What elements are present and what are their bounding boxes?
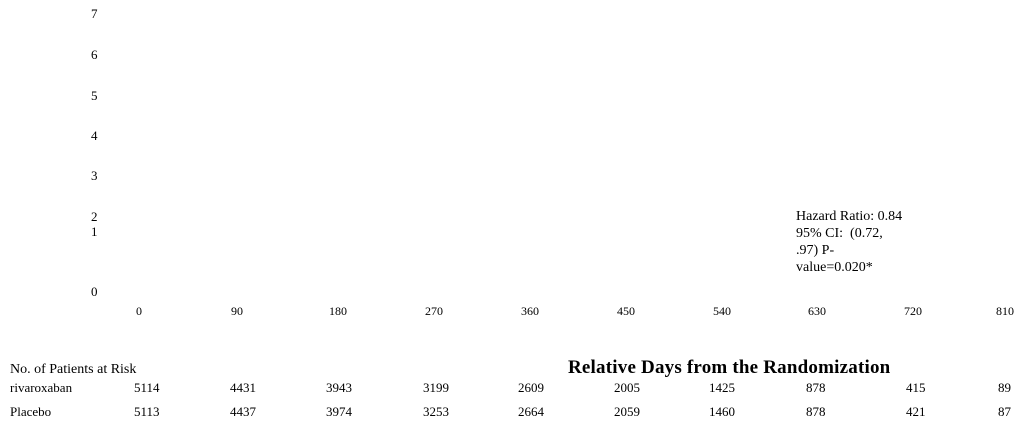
x-tick-label: 180	[329, 304, 347, 318]
risk-cell: 89	[998, 380, 1011, 395]
risk-cell: 3253	[423, 404, 449, 419]
y-tick-label: 6	[91, 47, 98, 62]
risk-cell: 2609	[518, 380, 544, 395]
hazard-ratio-annotation: Hazard Ratio: 0.84 95% CI: (0.72, .97) P…	[796, 208, 966, 276]
risk-cell: 3974	[326, 404, 352, 419]
risk-cell: 3199	[423, 380, 449, 395]
risk-cell: 2059	[614, 404, 640, 419]
y-tick-label: 7	[91, 6, 98, 21]
risk-cell: 1425	[709, 380, 735, 395]
risk-cell: 5114	[134, 380, 160, 395]
x-axis-label: Relative Days from the Randomization	[568, 357, 891, 378]
x-tick-label: 0	[136, 304, 142, 318]
y-tick-label: 1	[91, 224, 98, 239]
x-tick-label: 810	[996, 304, 1014, 318]
risk-row-label-placebo: Placebo	[10, 404, 52, 419]
risk-cell: 878	[806, 404, 826, 419]
y-tick-label: 4	[91, 128, 98, 143]
p-value-line: value=0.020*	[796, 260, 873, 275]
y-tick-label: 5	[91, 88, 98, 103]
hazard-ratio-line: Hazard Ratio: 0.84	[796, 209, 903, 224]
risk-cell: 5113	[134, 404, 160, 419]
confidence-interval-line: 95% CI: (0.72,	[796, 226, 883, 241]
risk-cell: 4437	[230, 404, 256, 419]
y-tick-label: 3	[91, 168, 98, 183]
risk-cell: 4431	[230, 380, 256, 395]
x-tick-label: 360	[521, 304, 539, 318]
x-tick-label: 450	[617, 304, 635, 318]
risk-cell: 878	[806, 380, 826, 395]
risk-cell: 87	[998, 404, 1011, 419]
y-tick-label: 2	[91, 209, 98, 224]
risk-cell: 2664	[518, 404, 544, 419]
y-tick-label: 0	[91, 284, 98, 299]
x-tick-label: 720	[904, 304, 922, 318]
risk-row-label-rivaroxaban: rivaroxaban	[10, 380, 73, 395]
risk-table-title: No. of Patients at Risk	[10, 362, 137, 377]
x-tick-label: 540	[713, 304, 731, 318]
x-tick-label: 270	[425, 304, 443, 318]
x-tick-label: 630	[808, 304, 826, 318]
x-tick-label: 90	[231, 304, 243, 318]
risk-cell: 2005	[614, 380, 640, 395]
risk-cell: 415	[906, 380, 926, 395]
confidence-interval-line: .97) P-	[796, 243, 835, 258]
risk-cell: 421	[906, 404, 926, 419]
risk-cell: 1460	[709, 404, 735, 419]
risk-cell: 3943	[326, 380, 352, 395]
